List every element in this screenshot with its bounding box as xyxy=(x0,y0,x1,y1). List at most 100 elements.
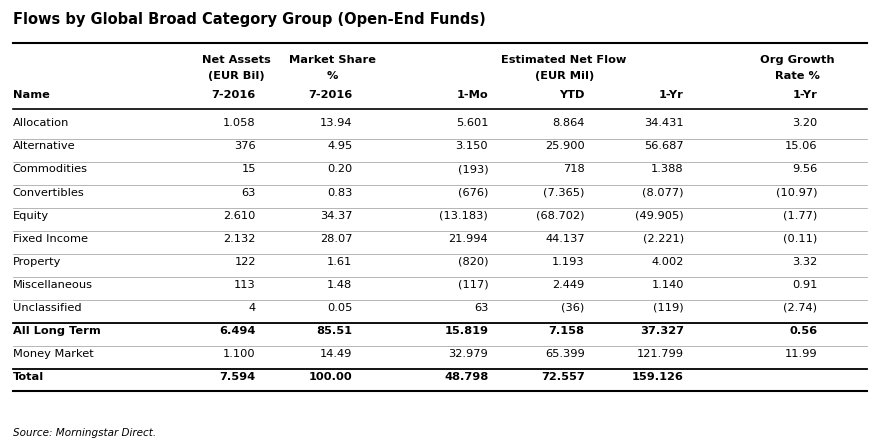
Text: Rate %: Rate % xyxy=(775,71,820,81)
Text: 1-Mo: 1-Mo xyxy=(457,90,488,100)
Text: Estimated Net Flow: Estimated Net Flow xyxy=(502,54,627,65)
Text: 1.193: 1.193 xyxy=(552,257,584,267)
Text: (10.97): (10.97) xyxy=(775,187,818,198)
Text: (8.077): (8.077) xyxy=(642,187,684,198)
Text: 8.864: 8.864 xyxy=(553,118,584,128)
Text: Org Growth: Org Growth xyxy=(760,54,835,65)
Text: (49.905): (49.905) xyxy=(635,211,684,221)
Text: 44.137: 44.137 xyxy=(545,234,584,244)
Text: 1-Yr: 1-Yr xyxy=(659,90,684,100)
Text: Net Assets: Net Assets xyxy=(202,54,270,65)
Text: 34.37: 34.37 xyxy=(319,211,352,221)
Text: YTD: YTD xyxy=(560,90,584,100)
Text: Total: Total xyxy=(13,372,44,382)
Text: 15: 15 xyxy=(241,165,256,174)
Text: Fixed Income: Fixed Income xyxy=(13,234,88,244)
Text: 6.494: 6.494 xyxy=(219,326,256,336)
Text: 0.05: 0.05 xyxy=(326,303,352,313)
Text: 100.00: 100.00 xyxy=(309,372,352,382)
Text: Property: Property xyxy=(13,257,62,267)
Text: Miscellaneous: Miscellaneous xyxy=(13,280,92,290)
Text: (193): (193) xyxy=(458,165,488,174)
Text: (676): (676) xyxy=(458,187,488,198)
Text: 7-2016: 7-2016 xyxy=(211,90,256,100)
Text: 25.900: 25.900 xyxy=(545,141,584,152)
Text: 11.99: 11.99 xyxy=(785,349,818,359)
Text: Market Share: Market Share xyxy=(289,54,376,65)
Text: 7.158: 7.158 xyxy=(549,326,584,336)
Text: 3.32: 3.32 xyxy=(792,257,818,267)
Text: 7-2016: 7-2016 xyxy=(308,90,352,100)
Text: 5.601: 5.601 xyxy=(456,118,488,128)
Text: 14.49: 14.49 xyxy=(320,349,352,359)
Text: 34.431: 34.431 xyxy=(644,118,684,128)
Text: (13.183): (13.183) xyxy=(439,211,488,221)
Text: 48.798: 48.798 xyxy=(444,372,488,382)
Text: 85.51: 85.51 xyxy=(316,326,352,336)
Text: 122: 122 xyxy=(234,257,256,267)
Text: 1.140: 1.140 xyxy=(651,280,684,290)
Text: 72.557: 72.557 xyxy=(541,372,584,382)
Text: Flows by Global Broad Category Group (Open-End Funds): Flows by Global Broad Category Group (Op… xyxy=(13,12,486,28)
Text: 56.687: 56.687 xyxy=(644,141,684,152)
Text: 63: 63 xyxy=(473,303,488,313)
Text: 4.002: 4.002 xyxy=(651,257,684,267)
Text: 159.126: 159.126 xyxy=(632,372,684,382)
Text: 3.20: 3.20 xyxy=(792,118,818,128)
Text: 1-Yr: 1-Yr xyxy=(792,90,818,100)
Text: 63: 63 xyxy=(241,187,256,198)
Text: 4.95: 4.95 xyxy=(327,141,352,152)
Text: (36): (36) xyxy=(561,303,584,313)
Text: 4: 4 xyxy=(249,303,256,313)
Text: (119): (119) xyxy=(653,303,684,313)
Text: 1.48: 1.48 xyxy=(327,280,352,290)
Text: Commodities: Commodities xyxy=(13,165,88,174)
Text: 1.388: 1.388 xyxy=(651,165,684,174)
Text: Convertibles: Convertibles xyxy=(13,187,84,198)
Text: (7.365): (7.365) xyxy=(543,187,584,198)
Text: 15.819: 15.819 xyxy=(444,326,488,336)
Text: (820): (820) xyxy=(458,257,488,267)
Text: 9.56: 9.56 xyxy=(792,165,818,174)
Text: 32.979: 32.979 xyxy=(449,349,488,359)
Text: 13.94: 13.94 xyxy=(319,118,352,128)
Text: 121.799: 121.799 xyxy=(637,349,684,359)
Text: Alternative: Alternative xyxy=(13,141,76,152)
Text: 1.100: 1.100 xyxy=(224,349,256,359)
Text: 28.07: 28.07 xyxy=(319,234,352,244)
Text: 718: 718 xyxy=(563,165,584,174)
Text: 15.06: 15.06 xyxy=(785,141,818,152)
Text: 2.132: 2.132 xyxy=(224,234,256,244)
Text: Name: Name xyxy=(13,90,49,100)
Text: (117): (117) xyxy=(458,280,488,290)
Text: 1.058: 1.058 xyxy=(224,118,256,128)
Text: (0.11): (0.11) xyxy=(783,234,818,244)
Text: 1.61: 1.61 xyxy=(327,257,352,267)
Text: 0.91: 0.91 xyxy=(792,280,818,290)
Text: Unclassified: Unclassified xyxy=(13,303,82,313)
Text: (2.74): (2.74) xyxy=(783,303,818,313)
Text: 37.327: 37.327 xyxy=(640,326,684,336)
Text: (EUR Mil): (EUR Mil) xyxy=(534,71,594,81)
Text: All Long Term: All Long Term xyxy=(13,326,100,336)
Text: Equity: Equity xyxy=(13,211,49,221)
Text: 2.610: 2.610 xyxy=(224,211,256,221)
Text: Money Market: Money Market xyxy=(13,349,93,359)
Text: 0.20: 0.20 xyxy=(327,165,352,174)
Text: %: % xyxy=(326,71,338,81)
Text: 113: 113 xyxy=(234,280,256,290)
Text: (2.221): (2.221) xyxy=(642,234,684,244)
Text: 65.399: 65.399 xyxy=(545,349,584,359)
Text: 0.83: 0.83 xyxy=(326,187,352,198)
Text: (EUR Bil): (EUR Bil) xyxy=(208,71,264,81)
Text: (68.702): (68.702) xyxy=(536,211,584,221)
Text: 3.150: 3.150 xyxy=(456,141,488,152)
Text: Allocation: Allocation xyxy=(13,118,70,128)
Text: (1.77): (1.77) xyxy=(783,211,818,221)
Text: 7.594: 7.594 xyxy=(220,372,256,382)
Text: 2.449: 2.449 xyxy=(553,280,584,290)
Text: Source: Morningstar Direct.: Source: Morningstar Direct. xyxy=(13,428,156,438)
Text: 376: 376 xyxy=(234,141,256,152)
Text: 21.994: 21.994 xyxy=(449,234,488,244)
Text: 0.56: 0.56 xyxy=(789,326,818,336)
